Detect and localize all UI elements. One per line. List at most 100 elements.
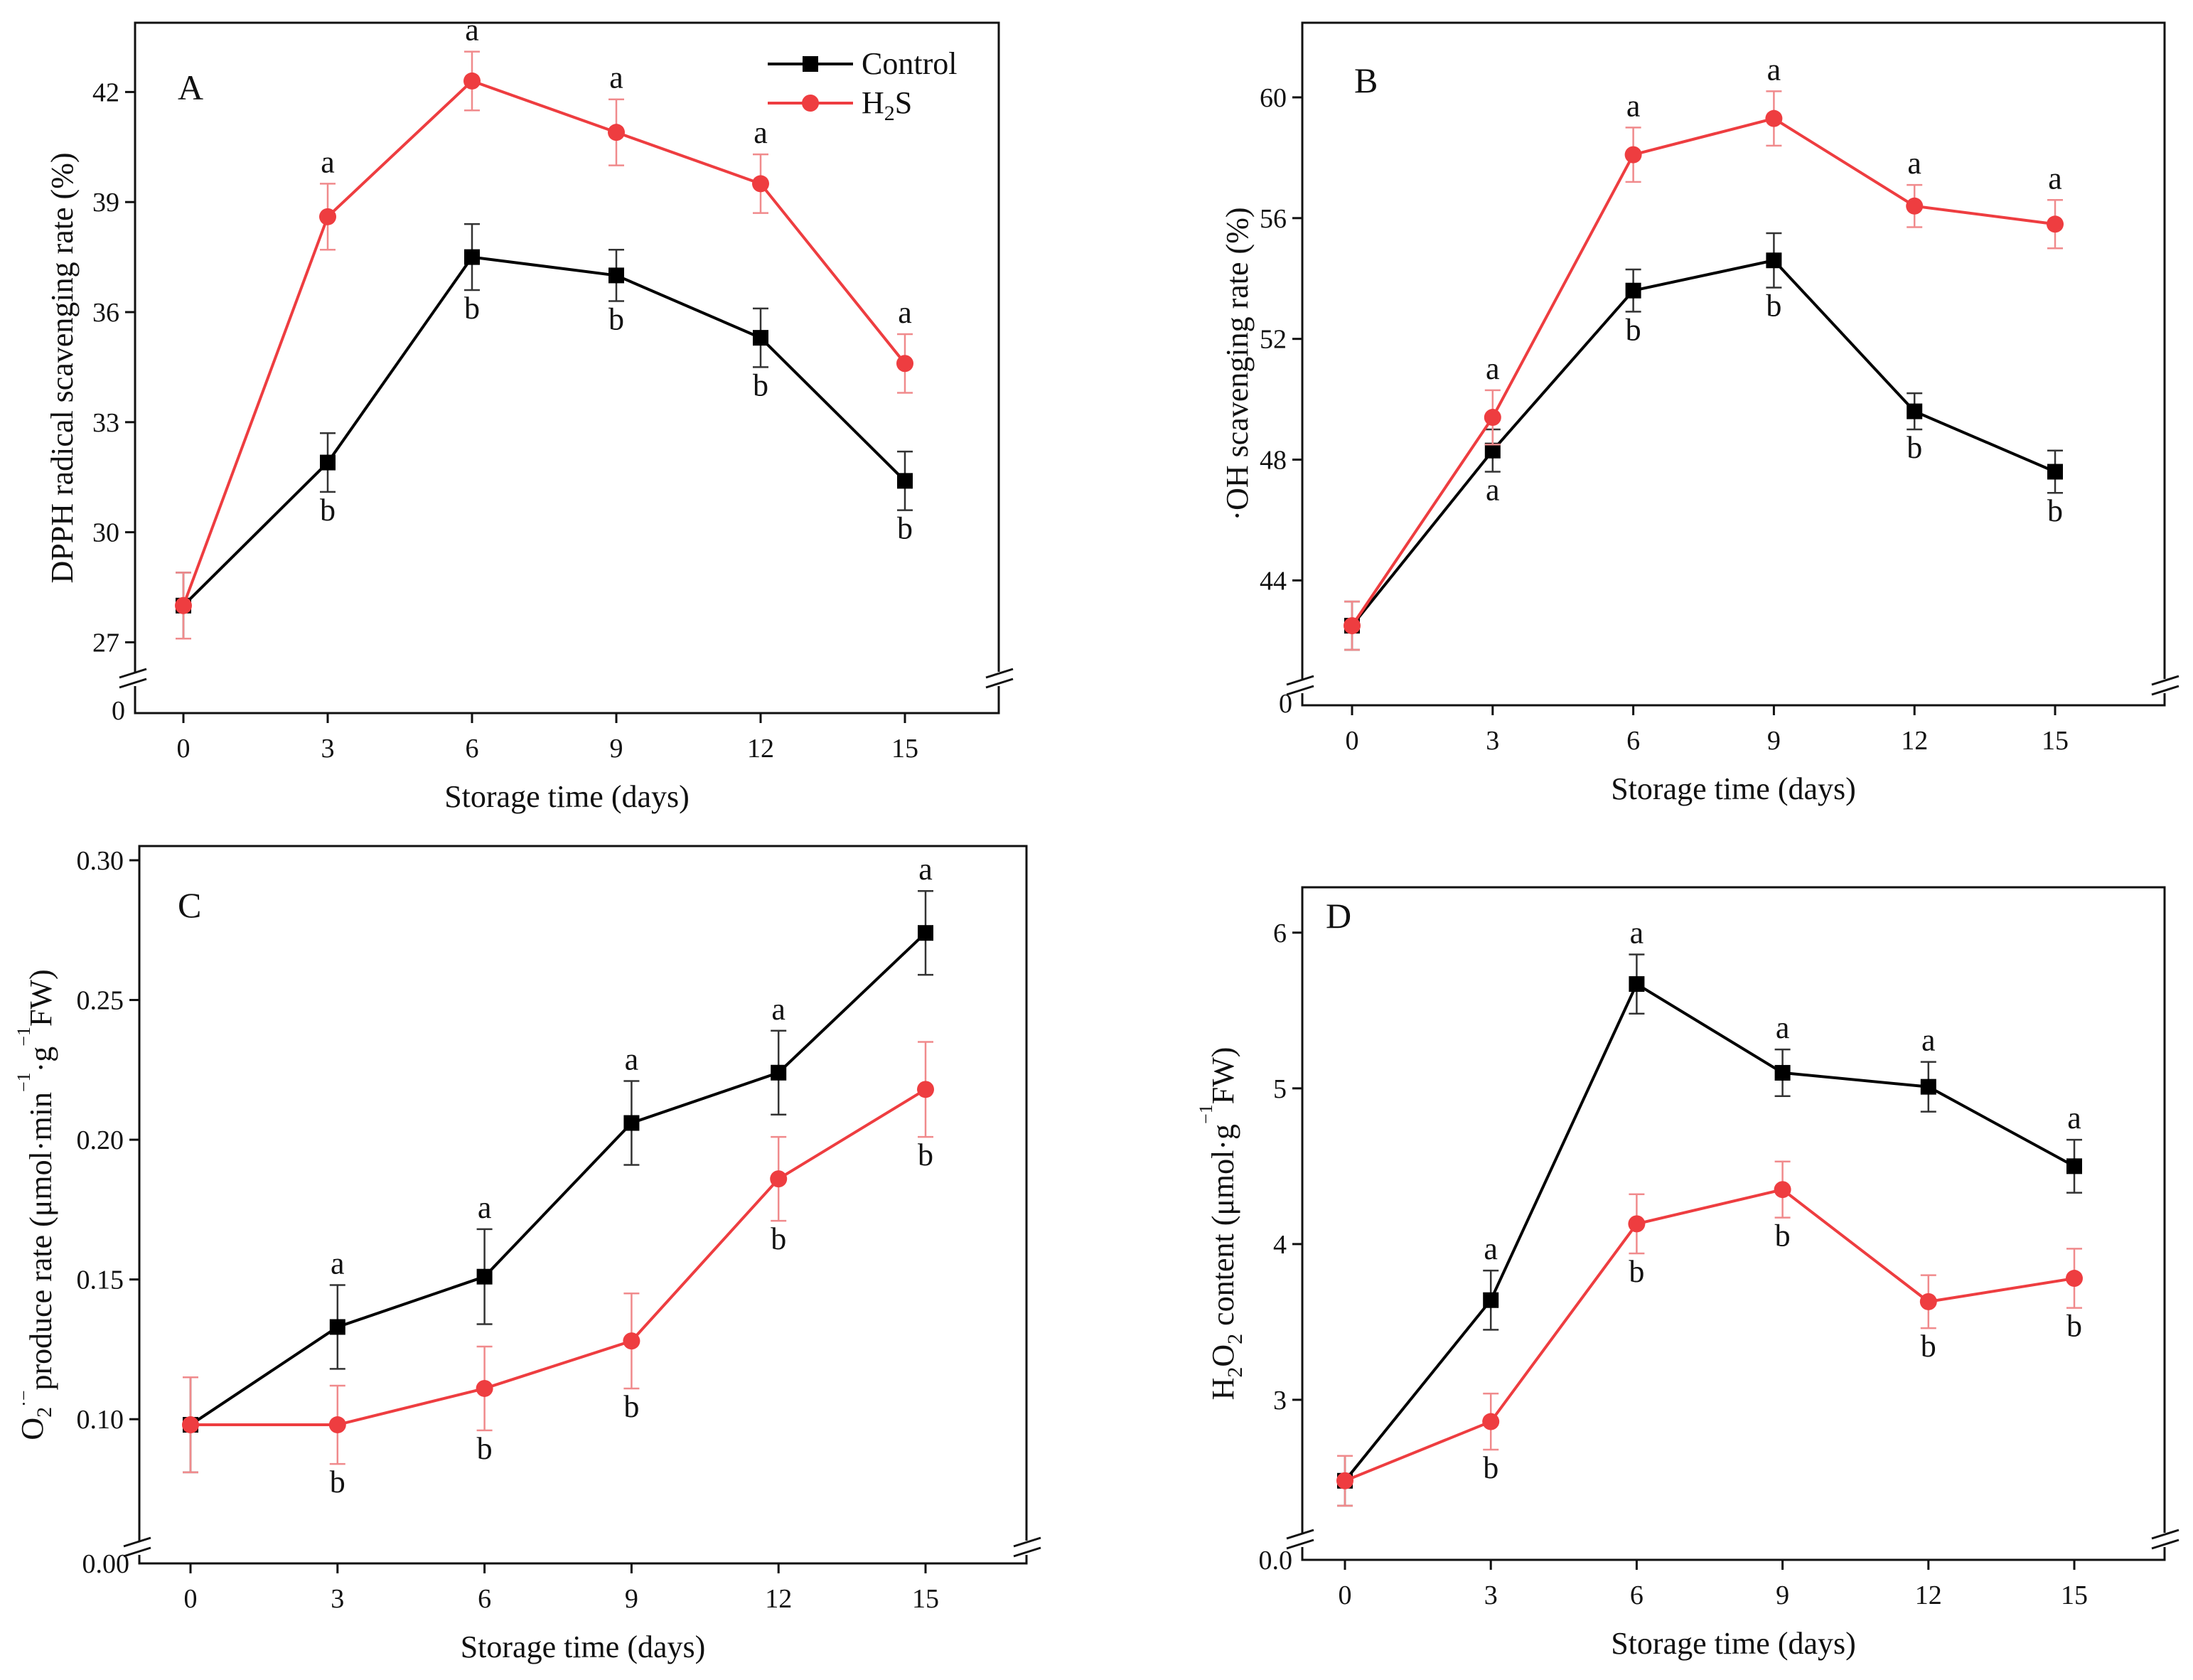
significance-label: a xyxy=(1486,472,1500,507)
data-point xyxy=(623,1332,640,1350)
data-point xyxy=(1774,1064,1791,1081)
data-point xyxy=(319,208,336,225)
series-control: a b b b b xyxy=(1344,232,2063,651)
series-line xyxy=(191,1088,927,1427)
data-point xyxy=(1919,1293,1937,1310)
plot-frame xyxy=(134,21,1000,715)
significance-label: b xyxy=(2047,493,2063,528)
axis-break-gap xyxy=(1292,1533,1312,1547)
series-control: a a a a a xyxy=(1337,915,2082,1507)
y-tick-label: 0.30 xyxy=(77,846,124,876)
significance-label: b xyxy=(320,493,336,528)
y-tick-label: 0.10 xyxy=(77,1405,124,1435)
x-tick-label: 12 xyxy=(1915,1580,1942,1610)
x-tick-label: 0 xyxy=(184,1584,198,1614)
significance-label: a xyxy=(465,13,479,48)
plot-frame xyxy=(1301,21,2166,707)
axis-break-gap xyxy=(1292,679,1312,693)
panel-b: 0 0 3 6 9 12 15 Storage time (days) 44 48 52 56 60 ·O… xyxy=(1220,21,2179,806)
series-h2s: b b b b b xyxy=(182,1041,934,1499)
panel-c: 0.00 0 3 6 9 12 15 Storage time (days) 0.10 0.15 0… xyxy=(14,845,1041,1664)
x-tick-label: 6 xyxy=(466,734,479,764)
x-tick-label: 9 xyxy=(1776,1580,1789,1610)
significance-label: b xyxy=(1766,288,1781,323)
significance-label: b xyxy=(897,511,913,546)
axis-break-mark xyxy=(985,678,1014,689)
plot-frame xyxy=(1301,886,2166,1561)
significance-label: a xyxy=(2067,1101,2081,1135)
data-point xyxy=(918,925,933,941)
significance-label: a xyxy=(1486,351,1500,386)
data-point xyxy=(2047,464,2063,480)
significance-label: b xyxy=(623,1389,639,1424)
data-point xyxy=(476,1379,493,1397)
significance-label: a xyxy=(1626,88,1641,123)
axis-break-mark xyxy=(2151,1529,2179,1540)
data-point xyxy=(1625,282,1641,299)
data-point xyxy=(2066,1270,2083,1288)
axis-break-mark xyxy=(985,668,1014,679)
significance-label: a xyxy=(1767,52,1781,87)
significance-label: a xyxy=(1776,1010,1790,1045)
series-h2s: a a a a a xyxy=(175,13,913,640)
significance-label: a xyxy=(754,115,768,150)
x-tick-label: 6 xyxy=(1626,726,1640,756)
data-point xyxy=(1907,403,1923,419)
data-point xyxy=(608,267,624,284)
significance-label: b xyxy=(1629,1254,1644,1289)
y-tick-label: 6 xyxy=(1273,919,1287,948)
x-tick-label: 9 xyxy=(610,734,623,764)
series-line xyxy=(1351,259,2056,627)
significance-label: b xyxy=(464,291,480,326)
significance-label: b xyxy=(1626,312,1641,347)
x-tick-label: 6 xyxy=(478,1584,491,1614)
x-axis-title: Storage time (days) xyxy=(1611,1626,1856,1661)
data-point xyxy=(1484,442,1501,459)
series-h2s: b b b b b xyxy=(1336,1160,2083,1507)
panel-label: D xyxy=(1326,896,1351,936)
significance-label: a xyxy=(1630,915,1644,950)
data-point xyxy=(1774,1181,1791,1199)
x-axis-title: Storage time (days) xyxy=(461,1630,706,1664)
x-tick-label: 0 xyxy=(1339,1580,1352,1610)
significance-label: b xyxy=(477,1431,493,1466)
legend-marker-control xyxy=(803,56,818,72)
significance-label: b xyxy=(771,1221,786,1256)
data-point xyxy=(897,473,913,489)
significance-label: b xyxy=(1907,430,1922,465)
x-tick-label: 9 xyxy=(1767,726,1781,756)
significance-label: b xyxy=(1921,1329,1936,1364)
data-point xyxy=(771,1064,787,1081)
x-tick-label: 12 xyxy=(747,734,774,764)
significance-label: a xyxy=(918,852,933,887)
axis-break-mark xyxy=(2151,1539,2179,1550)
y-tick-label: 27 xyxy=(92,628,119,658)
axis-break-mark xyxy=(1286,1539,1314,1550)
x-tick-label: 0 xyxy=(1346,726,1359,756)
significance-label: b xyxy=(2066,1309,2082,1344)
y-tick-label: 42 xyxy=(92,77,119,107)
data-point xyxy=(1920,1079,1936,1095)
y-tick-label: 0.0 xyxy=(1259,1546,1293,1575)
x-tick-label: 0 xyxy=(177,734,191,764)
series-line xyxy=(1344,1188,2075,1482)
y-tick-label: 0 xyxy=(1279,689,1292,719)
significance-label: a xyxy=(321,144,335,179)
significance-label: a xyxy=(1484,1231,1498,1266)
y-tick-label: 30 xyxy=(92,518,119,548)
significance-label: a xyxy=(898,295,912,330)
y-tick-label: 56 xyxy=(1260,204,1287,234)
panel-label: C xyxy=(178,885,201,925)
y-tick-label: 0.25 xyxy=(77,986,124,1016)
legend: Control H2S xyxy=(768,46,957,125)
data-point xyxy=(182,1416,199,1434)
axis-break-mark xyxy=(123,1546,151,1558)
data-point xyxy=(476,1268,493,1285)
data-point xyxy=(1628,1215,1646,1233)
series-line xyxy=(1344,982,2075,1482)
x-tick-label: 15 xyxy=(2061,1580,2088,1610)
series-control: a a a a a xyxy=(183,852,933,1474)
axis-break-mark xyxy=(1286,1529,1314,1540)
x-axis-title: Storage time (days) xyxy=(444,779,690,814)
